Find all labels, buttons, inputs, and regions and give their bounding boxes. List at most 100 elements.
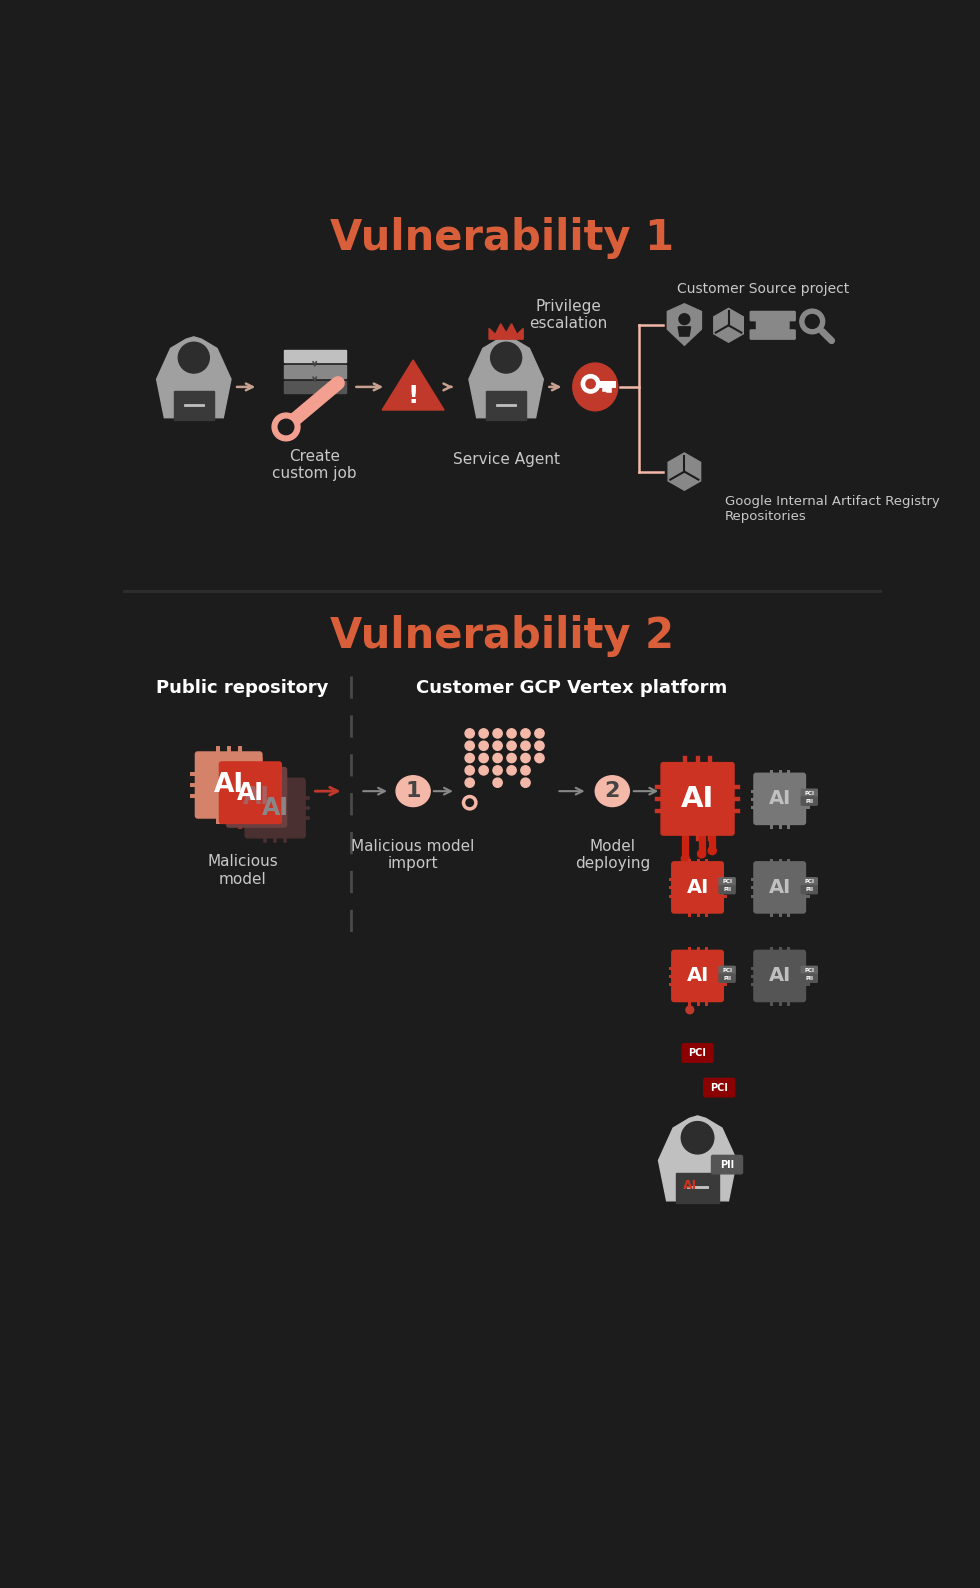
Circle shape <box>493 778 502 788</box>
Text: AI: AI <box>768 789 791 808</box>
Text: AI: AI <box>768 878 791 897</box>
Circle shape <box>493 753 502 762</box>
Text: Google Internal Artifact Registry
Repositories: Google Internal Artifact Registry Reposi… <box>724 495 940 522</box>
Text: PII: PII <box>806 799 813 804</box>
Circle shape <box>800 310 824 333</box>
Circle shape <box>806 314 819 329</box>
Circle shape <box>709 846 716 854</box>
Circle shape <box>507 765 516 775</box>
Circle shape <box>535 729 544 738</box>
FancyBboxPatch shape <box>226 767 286 827</box>
Polygon shape <box>489 324 523 340</box>
Circle shape <box>679 314 690 324</box>
FancyBboxPatch shape <box>173 391 214 419</box>
Polygon shape <box>468 337 543 418</box>
FancyBboxPatch shape <box>719 886 735 894</box>
Circle shape <box>479 742 488 751</box>
Text: PCI: PCI <box>805 791 814 796</box>
Circle shape <box>520 742 530 751</box>
Circle shape <box>535 753 544 762</box>
Text: AI: AI <box>262 796 289 819</box>
FancyBboxPatch shape <box>802 973 817 983</box>
Circle shape <box>466 753 474 762</box>
Polygon shape <box>713 308 743 343</box>
Circle shape <box>507 742 516 751</box>
Circle shape <box>507 729 516 738</box>
Text: PII: PII <box>720 1159 734 1170</box>
Text: PII: PII <box>723 975 731 981</box>
Circle shape <box>586 380 595 389</box>
FancyBboxPatch shape <box>754 773 806 824</box>
FancyBboxPatch shape <box>751 330 795 340</box>
Text: Model
deploying: Model deploying <box>574 838 650 872</box>
FancyBboxPatch shape <box>220 762 281 824</box>
Circle shape <box>681 1121 713 1154</box>
Polygon shape <box>678 327 691 337</box>
Circle shape <box>278 419 294 435</box>
Circle shape <box>479 729 488 738</box>
Circle shape <box>520 778 530 788</box>
Text: Malicious model
import: Malicious model import <box>352 838 475 872</box>
Text: AI: AI <box>686 967 709 986</box>
Polygon shape <box>157 337 231 418</box>
FancyBboxPatch shape <box>671 862 723 913</box>
Circle shape <box>507 753 516 762</box>
Circle shape <box>698 850 706 858</box>
Text: AI: AI <box>243 786 270 810</box>
Text: PII: PII <box>723 888 731 892</box>
Ellipse shape <box>595 777 629 807</box>
Text: AI: AI <box>768 967 791 986</box>
Circle shape <box>581 375 600 394</box>
Circle shape <box>479 765 488 775</box>
Circle shape <box>520 729 530 738</box>
Text: AI: AI <box>681 784 714 813</box>
Text: PCI: PCI <box>805 880 814 885</box>
Text: AI: AI <box>214 772 244 799</box>
FancyBboxPatch shape <box>757 321 789 330</box>
Circle shape <box>479 753 488 762</box>
FancyBboxPatch shape <box>802 878 817 886</box>
Text: Create
custom job: Create custom job <box>272 448 357 481</box>
Polygon shape <box>667 303 702 345</box>
FancyBboxPatch shape <box>662 762 734 835</box>
FancyBboxPatch shape <box>283 365 346 378</box>
Circle shape <box>520 765 530 775</box>
Text: Vulnerability 2: Vulnerability 2 <box>330 615 674 656</box>
FancyBboxPatch shape <box>283 381 346 394</box>
Polygon shape <box>668 453 701 491</box>
Circle shape <box>466 742 474 751</box>
Circle shape <box>178 343 210 373</box>
Circle shape <box>686 1005 694 1013</box>
Circle shape <box>520 753 530 762</box>
FancyBboxPatch shape <box>802 789 817 797</box>
Circle shape <box>466 765 474 775</box>
Text: Customer Source project: Customer Source project <box>677 283 850 295</box>
Text: PCI: PCI <box>805 969 814 973</box>
Text: AI: AI <box>686 878 709 897</box>
FancyBboxPatch shape <box>802 797 817 805</box>
FancyBboxPatch shape <box>754 950 806 1002</box>
Circle shape <box>272 413 300 441</box>
Text: Service Agent: Service Agent <box>453 453 560 467</box>
FancyBboxPatch shape <box>676 1172 718 1204</box>
Text: PCI: PCI <box>722 880 732 885</box>
Circle shape <box>493 765 502 775</box>
Text: Vulnerability 1: Vulnerability 1 <box>330 218 674 259</box>
Text: PCI: PCI <box>689 1048 707 1058</box>
Circle shape <box>681 854 689 862</box>
Ellipse shape <box>572 364 617 411</box>
Text: Customer GCP Vertex platform: Customer GCP Vertex platform <box>416 680 727 697</box>
Polygon shape <box>659 1116 737 1201</box>
FancyBboxPatch shape <box>719 878 735 886</box>
FancyBboxPatch shape <box>719 967 735 975</box>
Polygon shape <box>382 360 444 410</box>
Text: PII: PII <box>806 975 813 981</box>
FancyBboxPatch shape <box>719 973 735 983</box>
Circle shape <box>491 343 521 373</box>
FancyBboxPatch shape <box>754 862 806 913</box>
FancyBboxPatch shape <box>711 1156 743 1174</box>
FancyBboxPatch shape <box>751 311 795 321</box>
Text: AI: AI <box>683 1178 697 1193</box>
FancyBboxPatch shape <box>671 950 723 1002</box>
FancyBboxPatch shape <box>682 1043 713 1062</box>
